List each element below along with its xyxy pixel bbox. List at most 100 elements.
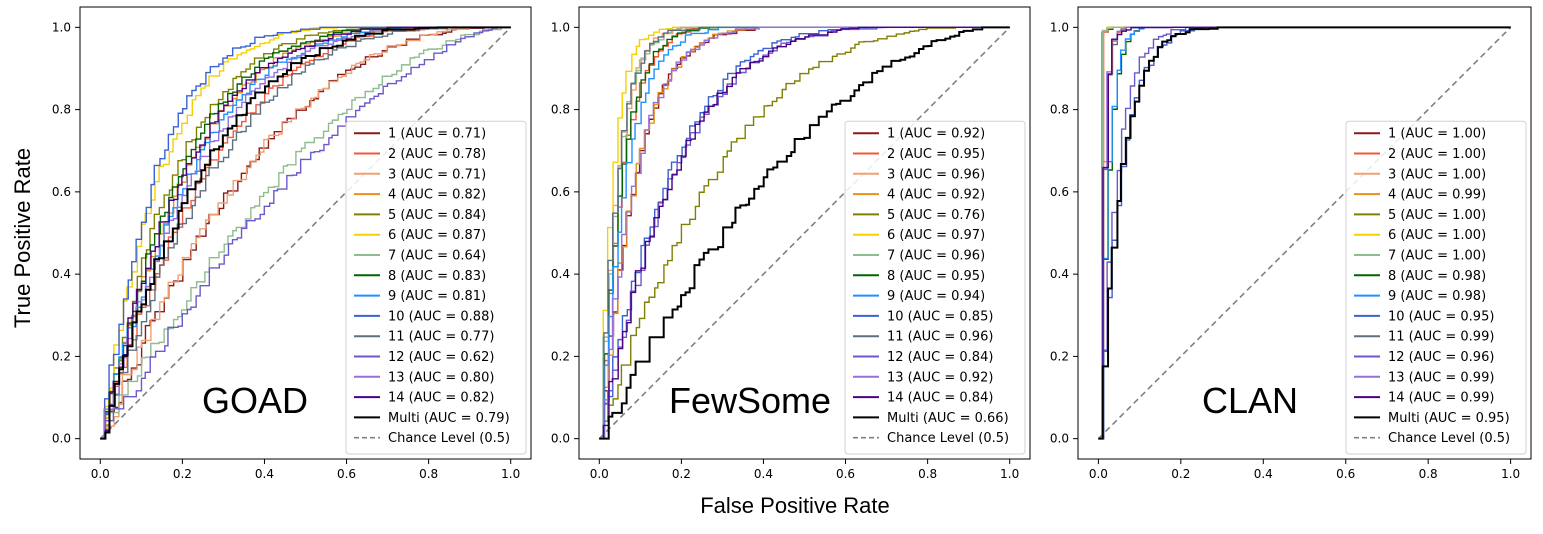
legend-label: 14 (AUC = 0.84) (887, 391, 993, 406)
legend-box (1345, 120, 1527, 455)
legend-label: 12 (AUC = 0.62) (388, 350, 494, 365)
x-tick-label: 0.6 (337, 467, 356, 481)
x-tick-label: 0.4 (255, 467, 274, 481)
legend-label: 8 (AUC = 0.95) (887, 269, 985, 284)
legend-label: 6 (AUC = 1.00) (1388, 228, 1486, 243)
roc-curves (100, 26, 511, 440)
roc-curve-series-15 (100, 26, 511, 440)
legend-label: 6 (AUC = 0.87) (388, 228, 486, 243)
legend-label: 8 (AUC = 0.98) (1388, 269, 1486, 284)
legend-label: 10 (AUC = 0.95) (1388, 309, 1494, 324)
legend-label: 1 (AUC = 0.71) (388, 127, 486, 142)
y-tick-label: 0.0 (551, 432, 570, 446)
plot-frame (1077, 6, 1532, 460)
legend-label: 13 (AUC = 0.99) (1388, 370, 1494, 385)
roc-panel-clan: 0.0 0.2 0.4 0.6 0.8 1.0 0.0 0.2 0.4 0.6 0.8 1.0 CLAN… (1050, 6, 1532, 481)
roc-curve-series-3 (100, 26, 511, 440)
roc-curve-series-15 (599, 26, 1010, 440)
x-tick-label: 0.0 (1089, 467, 1108, 481)
y-tick-label: 0.2 (1050, 349, 1069, 363)
roc-curve-series-14 (599, 26, 1010, 440)
legend-label: 1 (AUC = 0.92) (887, 127, 985, 142)
y-tick-label: 0.4 (551, 267, 570, 281)
y-tick-label: 0.8 (52, 103, 71, 117)
legend-label: 7 (AUC = 0.96) (887, 249, 985, 264)
legend-box (844, 120, 1026, 455)
roc-curve-series-14 (100, 26, 511, 440)
legend-label: 10 (AUC = 0.88) (388, 309, 494, 324)
roc-curve-series-5 (599, 26, 1010, 440)
panel-title: GOAD (202, 380, 308, 421)
legend-label: 5 (AUC = 0.76) (887, 208, 985, 223)
legend-label: 14 (AUC = 0.99) (1388, 391, 1494, 406)
legend-label: 3 (AUC = 1.00) (1388, 167, 1486, 182)
legend-box (345, 120, 527, 455)
legend-label: 11 (AUC = 0.77) (388, 330, 494, 345)
chance-level-line (99, 26, 512, 440)
legend-label: 9 (AUC = 0.98) (1388, 289, 1486, 304)
y-tick-label: 0.2 (52, 349, 71, 363)
legend-label: 10 (AUC = 0.85) (887, 309, 993, 324)
legend-label: 8 (AUC = 0.83) (388, 269, 486, 284)
legend-label: 7 (AUC = 1.00) (1388, 249, 1486, 264)
chance-level-line (1097, 26, 1512, 440)
panel-title: FewSome (669, 380, 831, 421)
x-tick-label: 0.2 (173, 467, 192, 481)
x-tick-label: 1.0 (1501, 467, 1520, 481)
legend-label: 1 (AUC = 1.00) (1388, 127, 1486, 142)
roc-curve-series-7 (100, 26, 511, 440)
legend-label: 3 (AUC = 0.96) (887, 167, 985, 182)
legend-label: 7 (AUC = 0.64) (388, 249, 486, 264)
legend-label: 13 (AUC = 0.92) (887, 370, 993, 385)
x-tick-label: 1.0 (1000, 467, 1019, 481)
y-tick-label: 0.0 (1050, 432, 1069, 446)
plot-frame (79, 6, 532, 460)
roc-panel-fewsome: 0.0 0.2 0.4 0.6 0.8 1.0 0.0 0.2 0.4 0.6 0.8 1.0 FewS… (551, 6, 1031, 481)
panels: 0.0 0.2 0.4 0.6 0.8 1.0 0.0 0.2 0.4 0.6 0.8 1.0 GOAD… (52, 6, 1532, 481)
legend-label: Chance Level (0.5) (1388, 431, 1510, 446)
y-tick-label: 0.4 (1050, 267, 1069, 281)
legend-label: 4 (AUC = 0.92) (887, 188, 985, 203)
y-tick-label: 0.6 (551, 185, 570, 199)
plot-frame (578, 6, 1031, 460)
roc-curve-series-15 (1098, 26, 1511, 440)
x-tick-label: 0.8 (918, 467, 937, 481)
legend-label: 4 (AUC = 0.82) (388, 188, 486, 203)
legend: 1 (AUC = 0.92) 2 (AUC = 0.95) 3 (AUC = 0.9… (844, 120, 1026, 455)
x-tick-label: 0.2 (672, 467, 691, 481)
x-tick-label: 0.0 (91, 467, 110, 481)
legend-label: Multi (AUC = 0.79) (388, 411, 510, 426)
legend-label: 13 (AUC = 0.80) (388, 370, 494, 385)
y-tick-label: 0.8 (1050, 103, 1069, 117)
x-tick-label: 0.6 (1336, 467, 1355, 481)
legend-label: 3 (AUC = 0.71) (388, 167, 486, 182)
y-tick-label: 1.0 (1050, 20, 1069, 34)
x-tick-label: 0.6 (836, 467, 855, 481)
legend-label: 9 (AUC = 0.81) (388, 289, 486, 304)
legend-label: 5 (AUC = 1.00) (1388, 208, 1486, 223)
x-tick-label: 0.2 (1171, 467, 1190, 481)
x-tick-label: 0.4 (1254, 467, 1273, 481)
legend: 1 (AUC = 0.71) 2 (AUC = 0.78) 3 (AUC = 0.7… (345, 120, 527, 455)
y-tick-label: 0.6 (1050, 185, 1069, 199)
legend-label: 5 (AUC = 0.84) (388, 208, 486, 223)
y-tick-label: 0.8 (551, 103, 570, 117)
legend-label: 12 (AUC = 0.96) (1388, 350, 1494, 365)
roc-curve-series-12 (100, 26, 511, 440)
legend-label: Multi (AUC = 0.66) (887, 411, 1009, 426)
y-tick-label: 0.0 (52, 432, 71, 446)
panel-title: CLAN (1202, 380, 1298, 421)
x-tick-label: 1.0 (501, 467, 520, 481)
chance-level-line (598, 26, 1011, 440)
legend-label: 12 (AUC = 0.84) (887, 350, 993, 365)
x-tick-label: 0.4 (754, 467, 773, 481)
y-tick-label: 0.2 (551, 349, 570, 363)
legend-label: 2 (AUC = 1.00) (1388, 147, 1486, 162)
y-tick-label: 1.0 (551, 20, 570, 34)
x-tick-label: 0.8 (419, 467, 438, 481)
legend: 1 (AUC = 1.00) 2 (AUC = 1.00) 3 (AUC = 1.0… (1345, 120, 1527, 455)
legend-label: 2 (AUC = 0.78) (388, 147, 486, 162)
legend-label: 6 (AUC = 0.97) (887, 228, 985, 243)
legend-label: 4 (AUC = 0.99) (1388, 188, 1486, 203)
